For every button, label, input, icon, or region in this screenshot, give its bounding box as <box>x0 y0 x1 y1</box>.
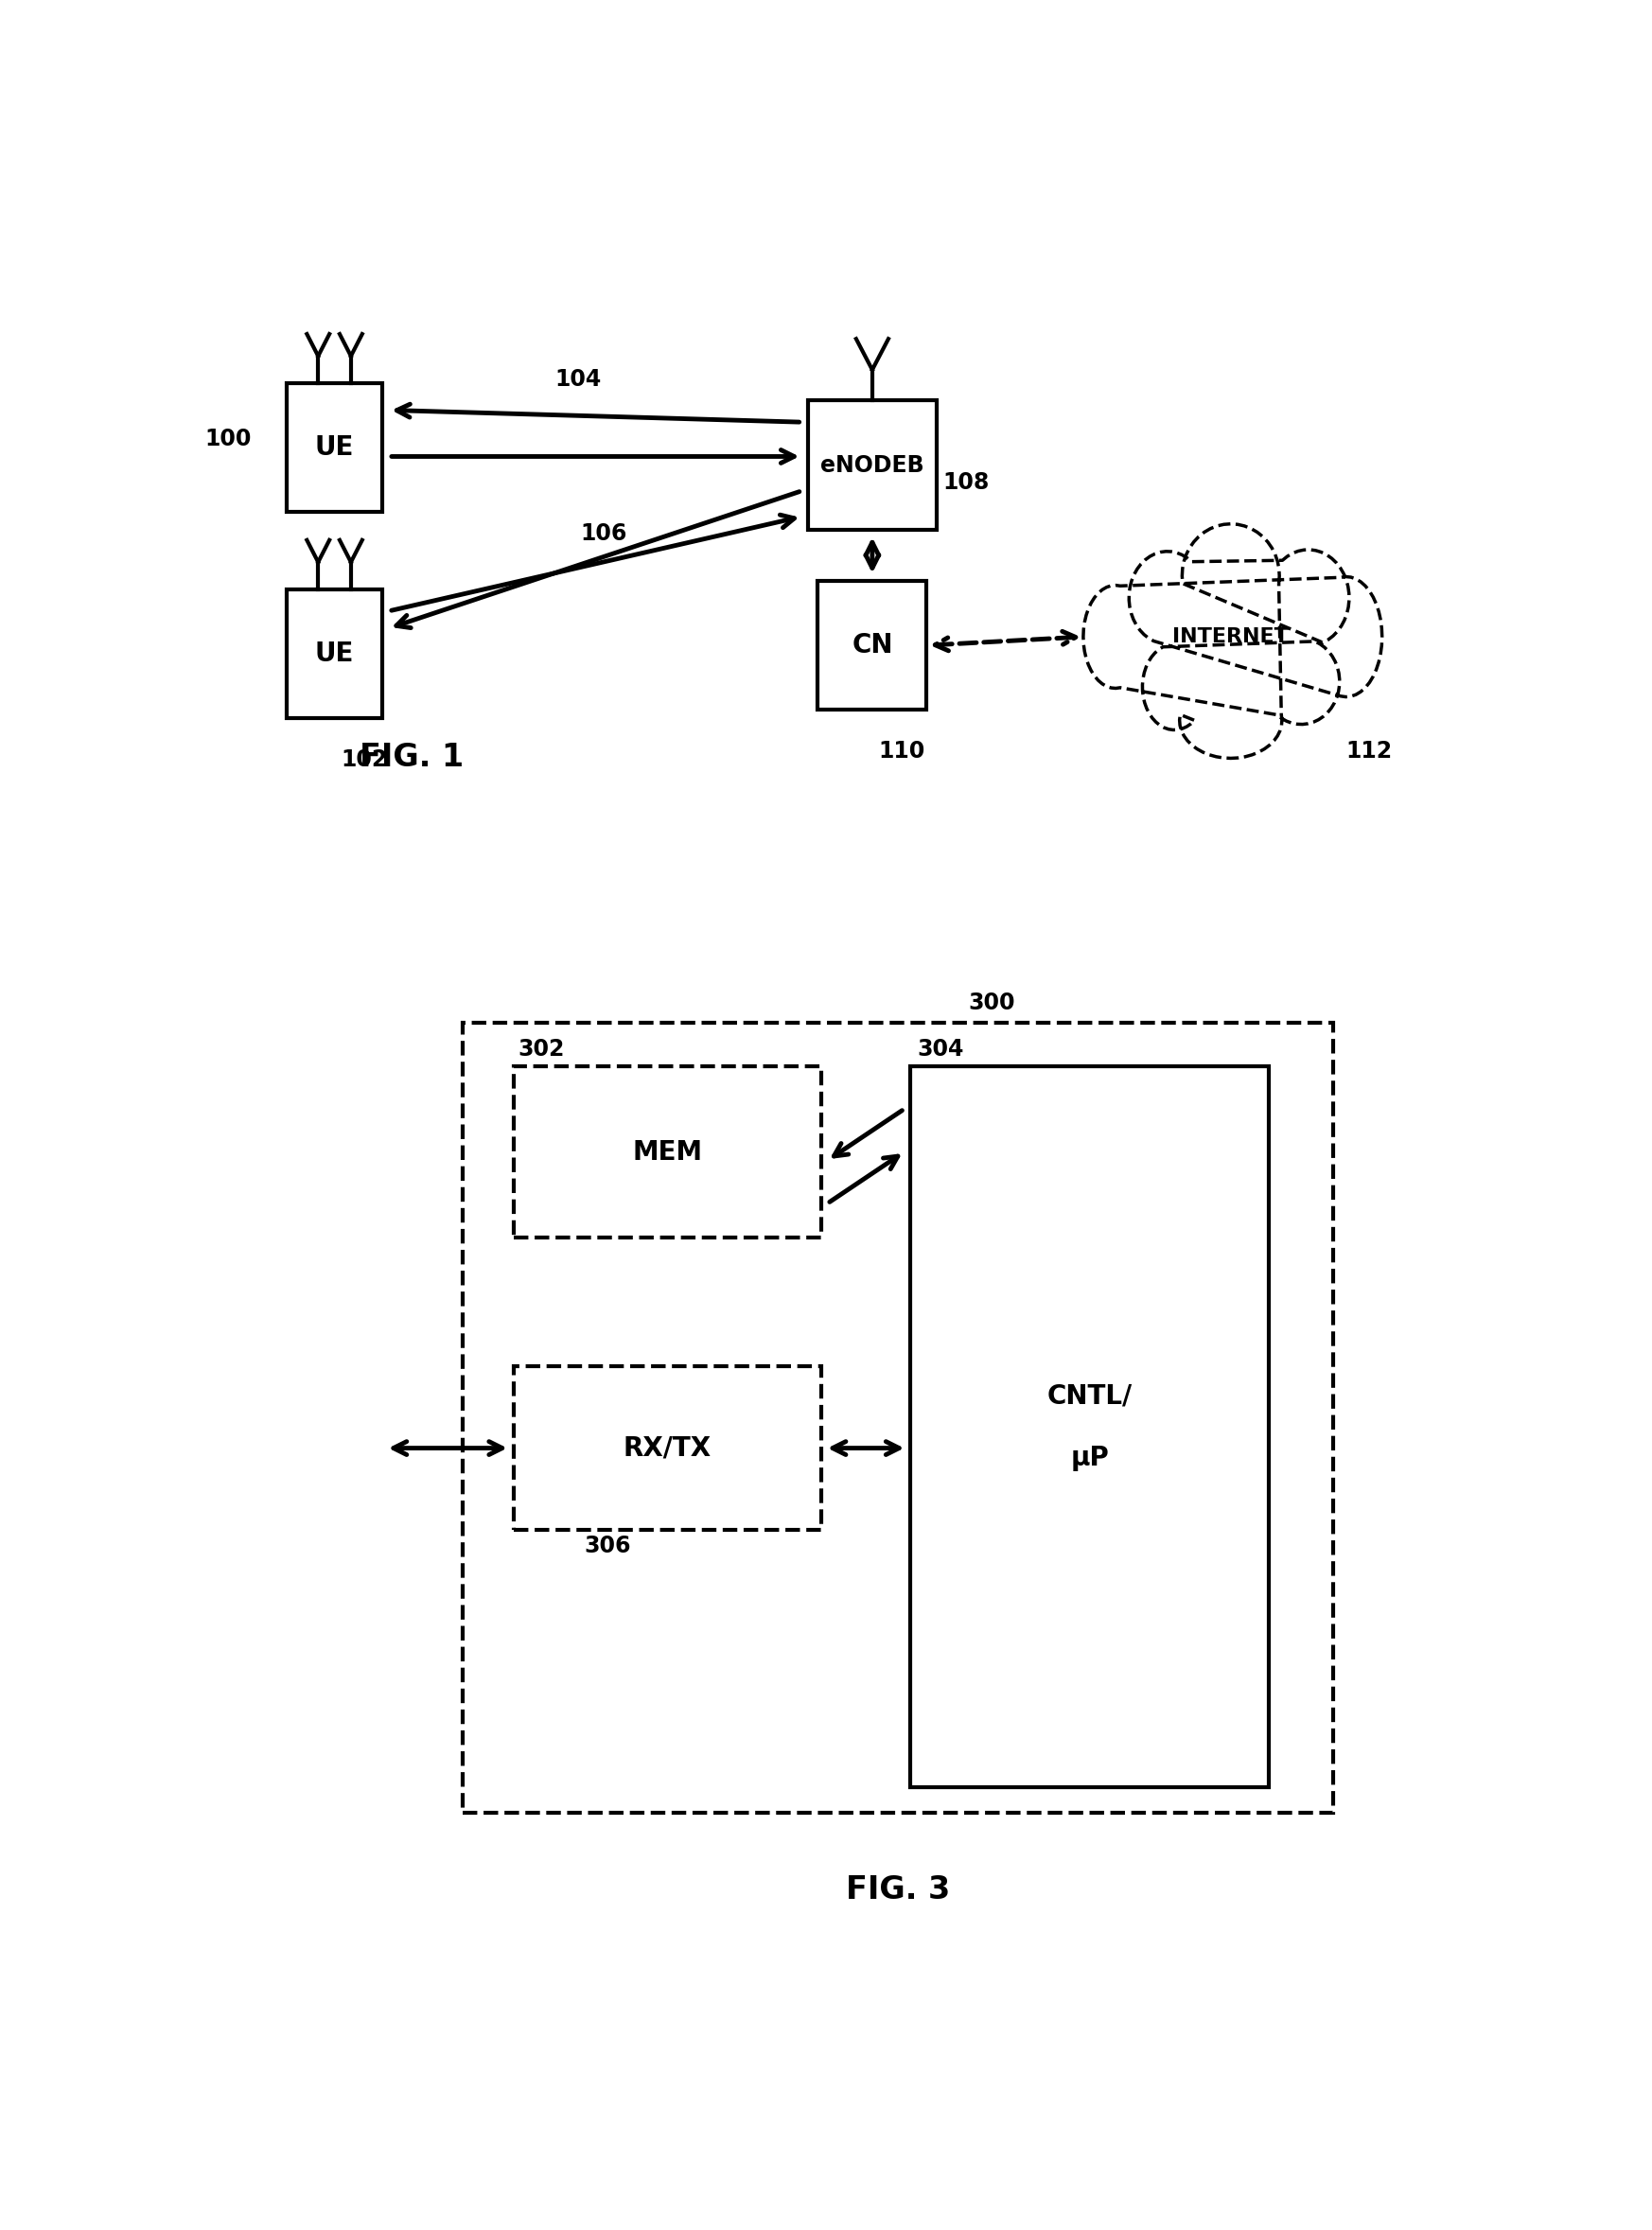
Text: 306: 306 <box>585 1534 631 1557</box>
Text: 108: 108 <box>943 471 990 493</box>
Text: 304: 304 <box>917 1039 963 1061</box>
Text: 104: 104 <box>555 368 601 390</box>
Text: 106: 106 <box>580 522 626 544</box>
Polygon shape <box>1084 524 1383 758</box>
Text: FIG. 1: FIG. 1 <box>358 740 464 772</box>
Text: 110: 110 <box>879 740 925 763</box>
Text: CNTL/: CNTL/ <box>1047 1383 1133 1409</box>
Bar <box>286 384 383 513</box>
Bar <box>514 1367 821 1530</box>
Text: 300: 300 <box>968 992 1014 1015</box>
Text: eNODEB: eNODEB <box>821 453 923 477</box>
Text: UE: UE <box>316 640 354 667</box>
Text: 100: 100 <box>205 428 251 450</box>
Bar <box>818 582 927 709</box>
Text: 112: 112 <box>1346 740 1393 763</box>
Bar <box>514 1066 821 1238</box>
Bar <box>463 1024 1333 1813</box>
Text: FIG. 3: FIG. 3 <box>846 1875 950 1907</box>
Text: 302: 302 <box>517 1039 565 1061</box>
Text: 102: 102 <box>340 749 388 772</box>
Text: μP: μP <box>1070 1445 1108 1472</box>
Text: MEM: MEM <box>633 1140 702 1164</box>
Bar <box>808 401 937 529</box>
Bar <box>910 1066 1269 1786</box>
Text: UE: UE <box>316 435 354 462</box>
Text: CN: CN <box>852 631 892 658</box>
Text: RX/TX: RX/TX <box>623 1434 712 1461</box>
Text: INTERNET: INTERNET <box>1173 627 1289 647</box>
Bar <box>286 589 383 718</box>
